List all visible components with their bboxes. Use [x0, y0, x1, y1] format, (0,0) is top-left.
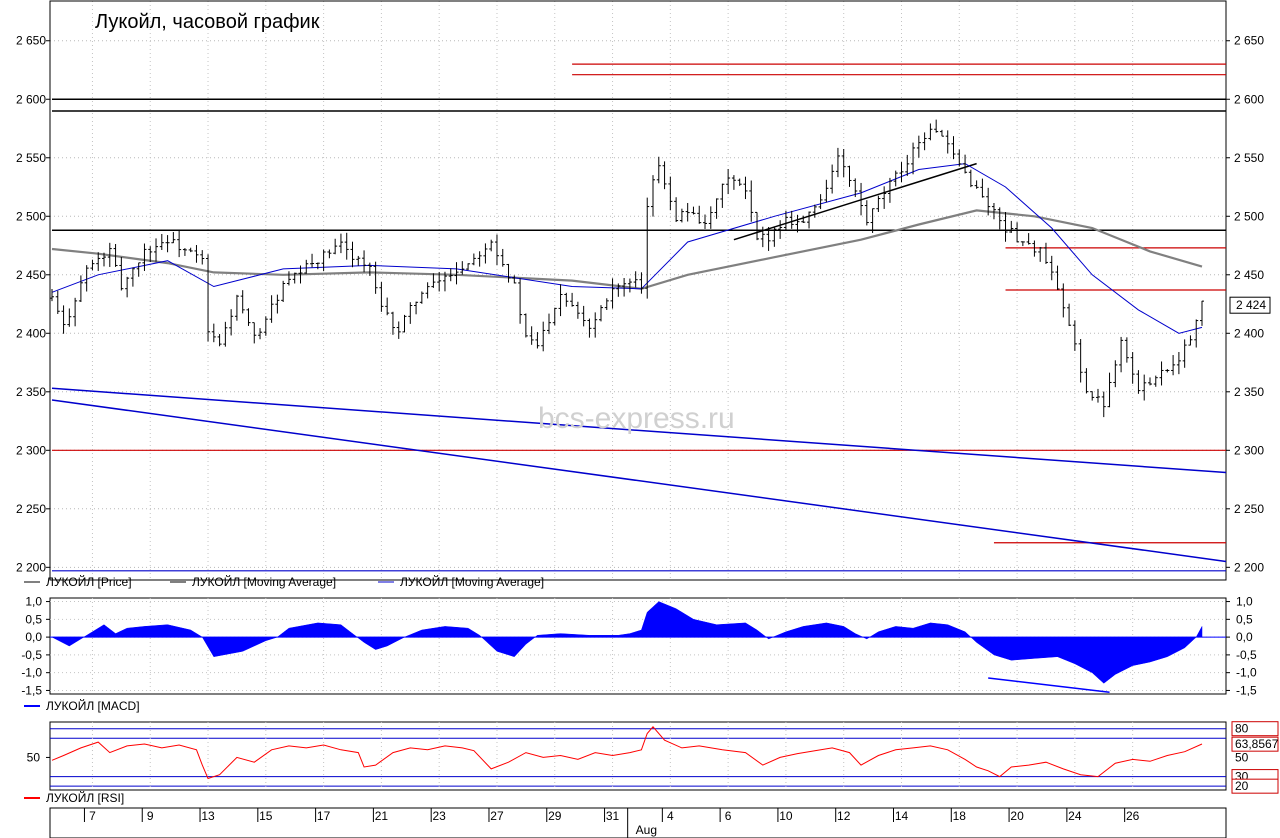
date-tick-label: 26: [1126, 809, 1140, 823]
trend-line: [51, 399, 1227, 563]
moving-averages: [51, 163, 1203, 334]
date-tick-label: 7: [89, 809, 96, 823]
date-tick-label: 13: [201, 809, 215, 823]
price-tick-label-right: 2 450: [1234, 268, 1264, 282]
price-axis: 2 200 2 200 2 250 2 250 2 300 2 300 2 350 2 350…: [16, 0, 1271, 581]
price-grid: [50, 1, 1226, 580]
rsi-panel-frame: [49, 721, 1227, 791]
date-tick-label: 9: [147, 809, 154, 823]
last-price-box: [1229, 296, 1271, 314]
date-tick-label: 24: [1068, 809, 1082, 823]
macd-tick-label-left: 0,0: [25, 630, 42, 644]
price-tick-label-left: 2 250: [16, 502, 46, 516]
macd-tick-label-right: 0,0: [1236, 630, 1253, 644]
date-tick-label: 27: [490, 809, 504, 823]
month-label: Aug: [636, 823, 657, 837]
date-axis-frame: [49, 807, 1227, 838]
date-tick-label: 20: [1010, 809, 1024, 823]
macd-tick-label-right: -1,0: [1236, 666, 1257, 680]
price-tick-label-right: 2 500: [1234, 209, 1264, 223]
last-price-label: 2 424: [1236, 298, 1266, 312]
price-tick-label-right: 2 400: [1234, 326, 1264, 340]
price-tick-label-left: 2 550: [16, 151, 46, 165]
price-tick-label-left: 2 450: [16, 268, 46, 282]
date-tick-label: 12: [837, 809, 851, 823]
price-tick-label-left: 2 600: [16, 92, 46, 106]
rsi-level-box: [1231, 721, 1279, 737]
date-tick-label: 17: [317, 809, 331, 823]
price-tick-label-left: 2 400: [16, 326, 46, 340]
macd-tick-label-left: -1,5: [21, 683, 42, 697]
date-tick-label: 6: [725, 809, 732, 823]
horizontal-levels: [52, 63, 1226, 572]
rsi-level-label: 50: [1235, 750, 1249, 764]
ma-fast-line: [51, 163, 1203, 334]
price-tick-label-right: 2 650: [1234, 34, 1264, 48]
macd-tick-label-left: -1,0: [21, 666, 42, 680]
price-tick-label-left: 2 500: [16, 209, 46, 223]
rsi-tick-label-left: 50: [27, 750, 41, 764]
macd-tick-label-right: -1,5: [1236, 683, 1257, 697]
date-axis: 7 9 13 15 17 21 23 27 29 31 4 6 10 12 14 18 20 24 26: [49, 807, 1227, 838]
rsi-level-box: [1231, 736, 1279, 752]
price-candles: [50, 119, 1204, 418]
macd-tick-label-right: 0,5: [1236, 612, 1253, 626]
date-tick-label: 31: [606, 809, 620, 823]
price-tick-label-right: 2 350: [1234, 385, 1264, 399]
macd-tick-label-left: 0,5: [25, 612, 42, 626]
price-tick-label-right: 2 200: [1234, 560, 1264, 574]
date-tick-label: 14: [895, 809, 909, 823]
price-tick-label-left: 2 200: [16, 560, 46, 574]
trend-line: [51, 387, 1227, 474]
date-tick-label: 23: [433, 809, 447, 823]
date-tick-label: 15: [259, 809, 273, 823]
macd-area: [51, 601, 1203, 684]
price-tick-label-right: 2 250: [1234, 502, 1264, 516]
date-tick-label: 4: [667, 809, 674, 823]
rsi-line: [51, 726, 1203, 780]
legend-rsi: ЛУКОЙЛ [RSI]: [46, 790, 124, 805]
legend-ma-fast: ЛУКОЙЛ [Moving Average]: [400, 574, 544, 589]
legend-macd: ЛУКОЙЛ [MACD]: [46, 698, 140, 713]
legend-price: ЛУКОЙЛ [Price]: [46, 574, 132, 589]
price-tick-label-left: 2 350: [16, 385, 46, 399]
trend-lines: [51, 162, 1227, 563]
rsi-level-label: 80: [1235, 722, 1249, 736]
macd-tick-label-left: -0,5: [21, 648, 42, 662]
date-tick-label: 10: [779, 809, 793, 823]
rsi-level-label: 20: [1235, 779, 1249, 793]
price-tick-label-left: 2 300: [16, 443, 46, 457]
watermark: bcs-express.ru: [538, 402, 735, 435]
macd-panel-frame: [49, 597, 1227, 695]
rsi-level-label: 63,8567: [1235, 737, 1279, 751]
ma-slow-line: [51, 209, 1203, 290]
macd-panel: 1,0 1,0 0,5 0,5 0,0 0,0 -0,5 -0,5 -1,0 -1,0 -1,5 -1…: [21, 595, 1257, 698]
chart-title: Лукойл, часовой график: [95, 11, 320, 33]
legend-ma-slow: ЛУКОЙЛ [Moving Average]: [192, 574, 336, 589]
price-tick-label-right: 2 550: [1234, 151, 1264, 165]
price-tick-label-right: 2 300: [1234, 443, 1264, 457]
macd-tick-label-left: 1,0: [25, 595, 42, 609]
macd-tick-label-right: -0,5: [1236, 648, 1257, 662]
price-tick-label-left: 2 650: [16, 34, 46, 48]
date-tick-label: 21: [375, 809, 389, 823]
date-tick-label: 29: [548, 809, 562, 823]
price-tick-label-right: 2 600: [1234, 92, 1264, 106]
rsi-level-box: [1231, 778, 1279, 794]
trend-line: [733, 162, 977, 241]
macd-tick-label-right: 1,0: [1236, 595, 1253, 609]
macd-trend-line: [988, 677, 1110, 693]
date-tick-label: 18: [953, 809, 967, 823]
